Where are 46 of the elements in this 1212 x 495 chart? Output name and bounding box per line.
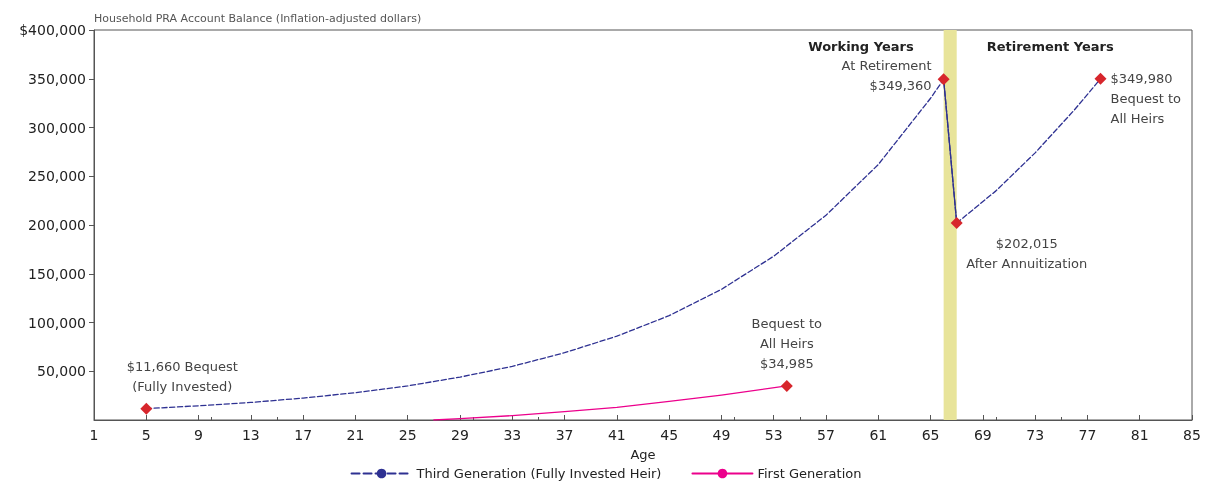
point	[780, 379, 793, 392]
point	[950, 217, 963, 230]
y-tick-label: 150,000	[28, 265, 86, 282]
x-tick-label: 85	[1183, 427, 1201, 443]
x-tick-label: 53	[764, 427, 783, 443]
y-tick-label: 300,000	[28, 119, 86, 136]
x-tick-label: 9	[194, 427, 204, 443]
x-tick-label: 13	[241, 427, 260, 443]
x-tick-label: 37	[555, 427, 574, 443]
annotation: At Retirement $349,360	[841, 57, 932, 93]
y-tick-label: $400,000	[19, 22, 86, 38]
x-tick-label: 65	[921, 427, 940, 443]
x-tick-label: 77	[1078, 427, 1097, 443]
annotation: Bequest to All Heirs $34,985	[751, 316, 823, 372]
x-tick-label: 73	[1026, 427, 1045, 443]
x-tick-label: 33	[503, 427, 522, 443]
x-tick-label: 1	[89, 427, 99, 443]
x-tick-label: 81	[1130, 427, 1149, 443]
y-tick-label: 200,000	[28, 217, 86, 233]
annotation: $11,660 Bequest (Fully Invested)	[126, 359, 238, 395]
annotation: Retirement Years	[986, 38, 1115, 54]
point	[937, 73, 950, 86]
x-axis-title: Age	[630, 447, 656, 462]
legend-label: Third Generation (Fully Invested Heir)	[415, 466, 662, 481]
annotation: Working Years	[808, 38, 914, 54]
y-tick-label: 350,000	[28, 70, 86, 87]
y-axis-title: Household PRA Account Balance (Inflation-adjusted dollars)	[94, 12, 422, 25]
x-tick-label: 5	[141, 427, 151, 443]
annotation: $202,015 After Annuitization	[966, 235, 1088, 271]
x-tick-label: 69	[973, 427, 992, 443]
x-tick-label: 41	[607, 427, 626, 443]
x-tick-label: 25	[398, 427, 417, 443]
x-tick-label: 45	[660, 427, 679, 443]
x-tick-label: 49	[712, 427, 731, 443]
y-tick-label: 50,000	[37, 363, 86, 380]
point	[1094, 72, 1107, 85]
x-tick-label: 17	[294, 427, 313, 443]
x-tick-label: 57	[817, 427, 835, 443]
x-tick-label: 61	[869, 427, 888, 443]
y-tick-label: 250,000	[28, 168, 86, 185]
x-tick-label: 21	[346, 427, 365, 443]
legend-label: First Generation	[757, 466, 862, 481]
x-tick-label: 29	[451, 427, 469, 443]
annotation: $349,980 Bequest to All Heirs	[1110, 71, 1182, 127]
point	[140, 402, 153, 415]
y-tick-label: 100,000	[28, 314, 86, 331]
